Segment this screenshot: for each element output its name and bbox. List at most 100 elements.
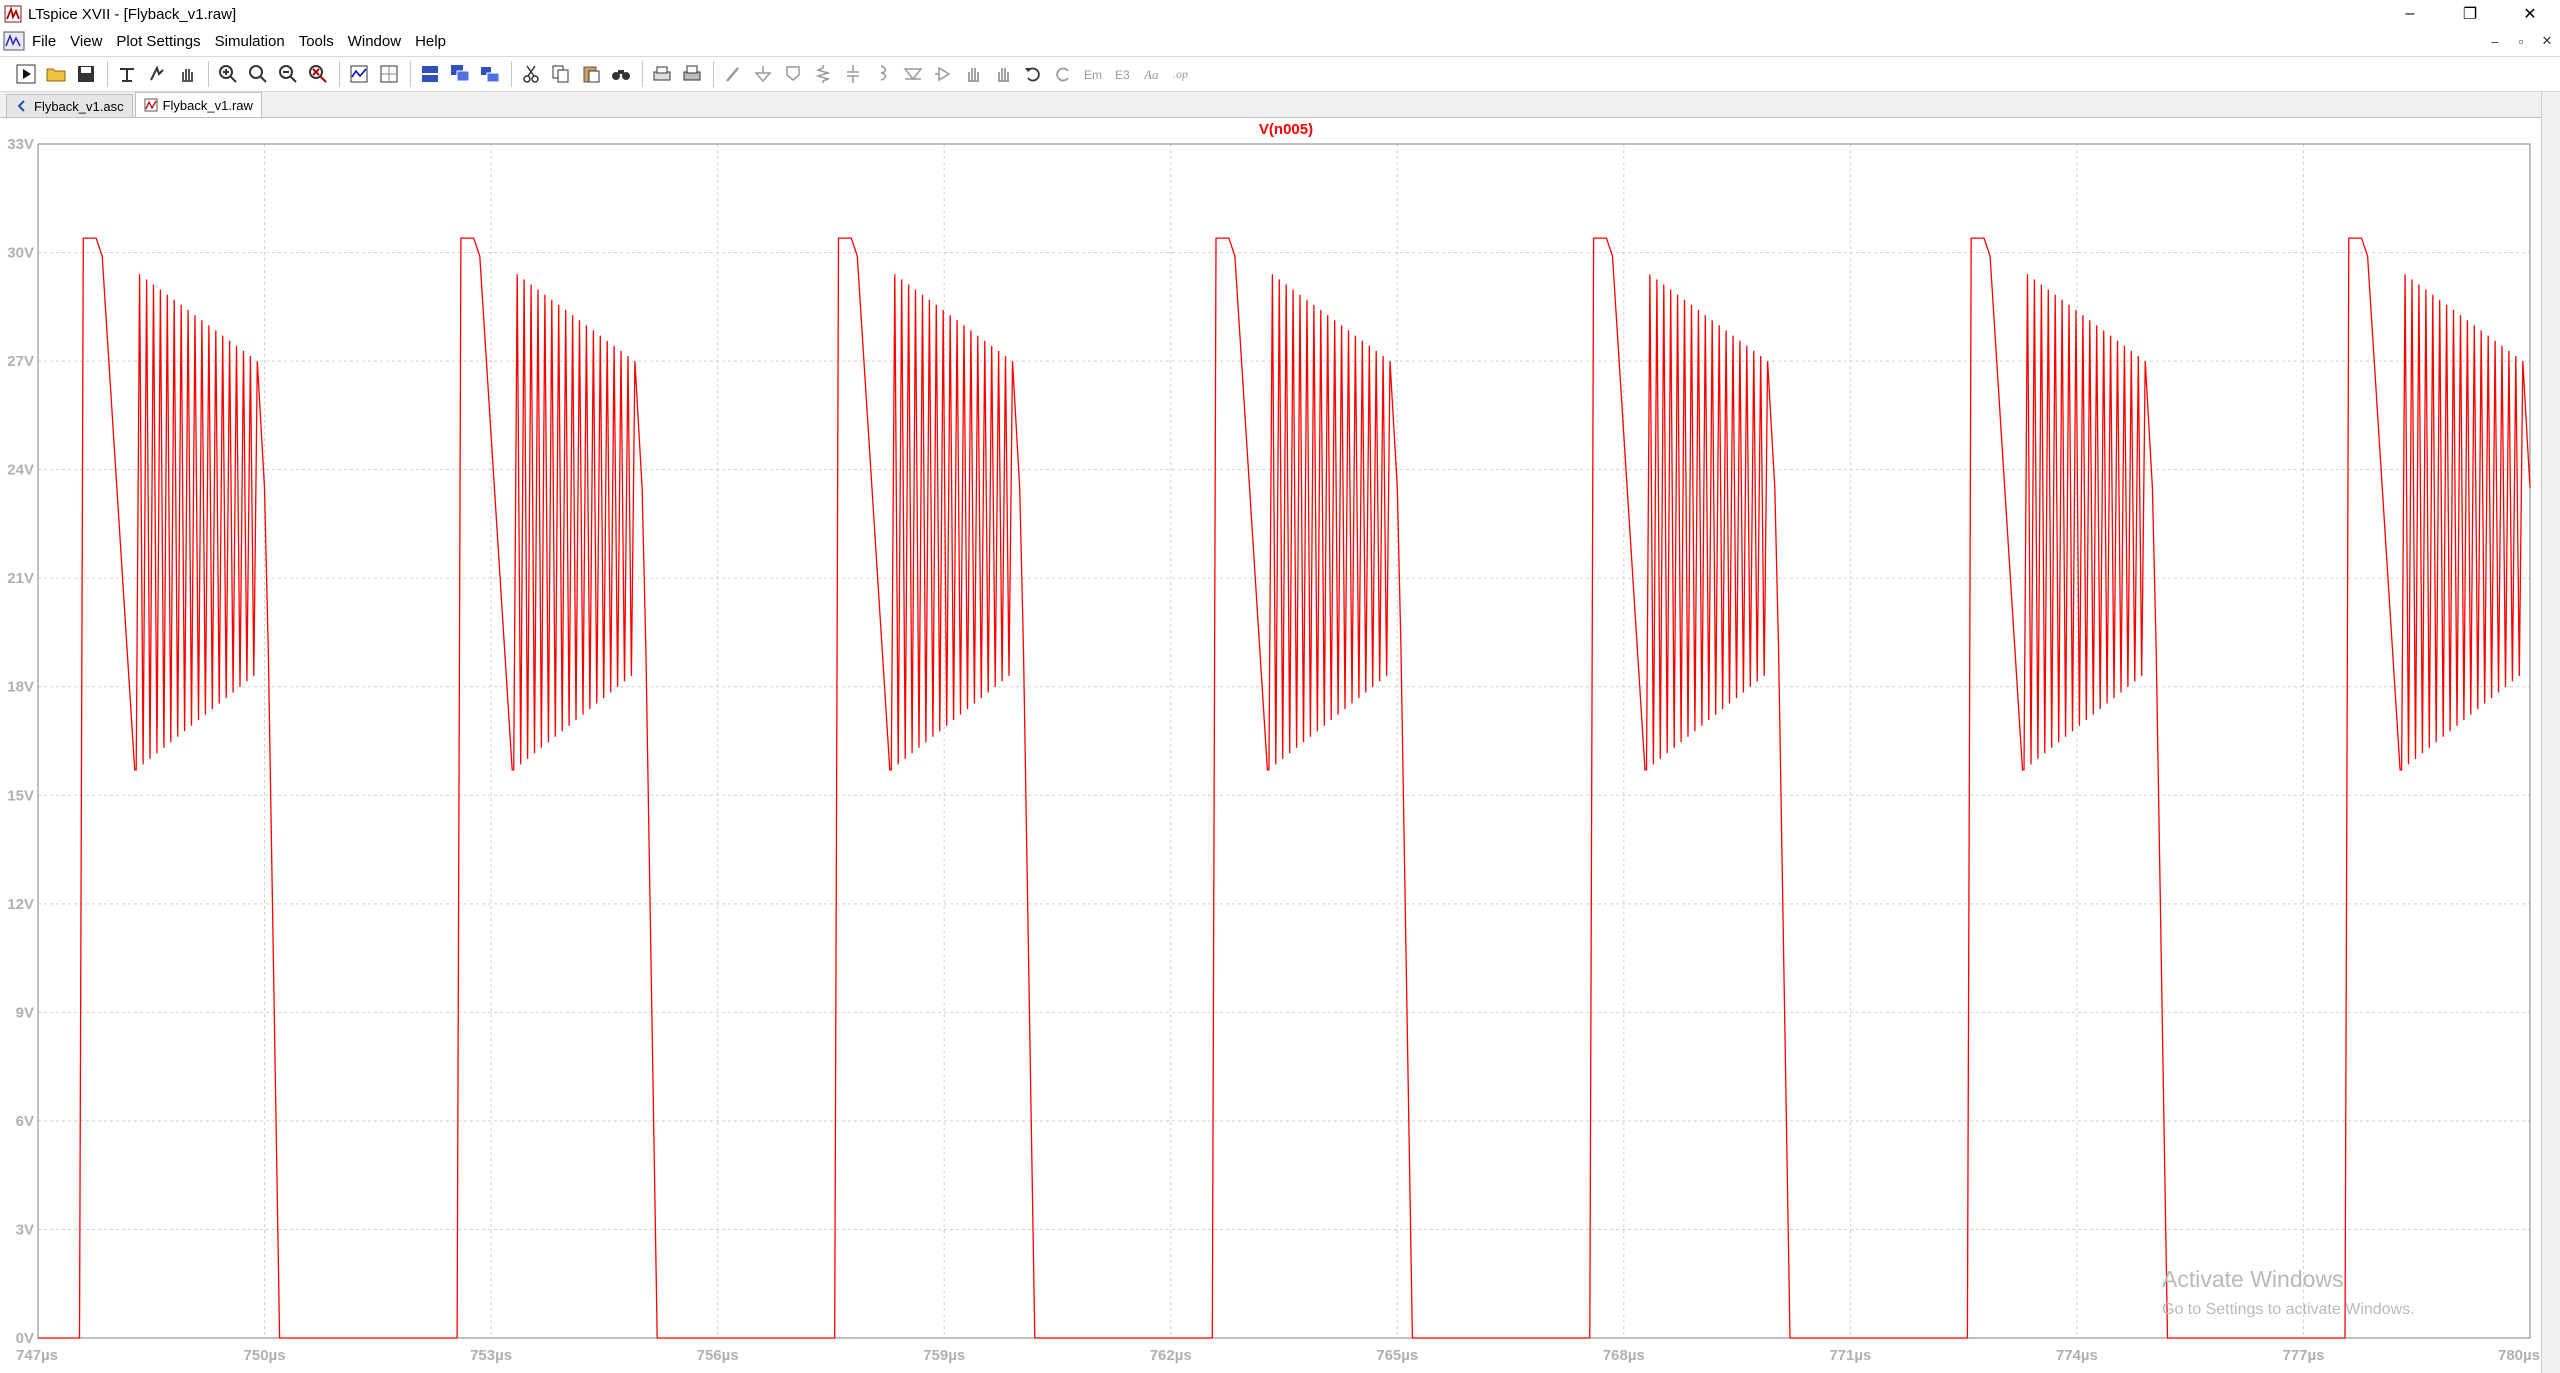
- component-icon[interactable]: [929, 60, 957, 88]
- toolbar-separator: [713, 61, 714, 87]
- toolbar-separator: [339, 61, 340, 87]
- menu-window[interactable]: Window: [347, 32, 402, 50]
- waveform-icon: [144, 98, 158, 112]
- mdi-restore-button[interactable]: ▫: [2518, 33, 2524, 49]
- plot-grid: [38, 144, 2530, 1338]
- menu-bar: File View Plot Settings Simulation Tools…: [0, 28, 2560, 54]
- x-tick-label: 768µs: [1603, 1347, 1645, 1364]
- cascade-icon[interactable]: [446, 60, 474, 88]
- drag-icon[interactable]: [989, 60, 1017, 88]
- mdi-close-button[interactable]: ✕: [2541, 33, 2553, 48]
- x-axis-ticks: 747µs 750µs 753µs 756µs 759µs 762µs 765µs 768µs…: [16, 1347, 2540, 1364]
- menu-plot-settings[interactable]: Plot Settings: [116, 32, 201, 50]
- y-tick-label: 9V: [16, 1004, 34, 1021]
- restore-button[interactable]: ❐: [2462, 6, 2478, 23]
- mirror-icon[interactable]: E3: [1109, 60, 1137, 88]
- mdi-minimize-button[interactable]: –: [2491, 33, 2499, 49]
- menu-simulation[interactable]: Simulation: [214, 32, 285, 50]
- tile-horizontal-icon[interactable]: [416, 60, 444, 88]
- waveform-plot-pane[interactable]: 0V 3V 6V 9V 12V 15V 18V 21V 24V 27V 30V 33V 747µs 75…: [0, 120, 2560, 1373]
- menu-file[interactable]: File: [32, 32, 57, 50]
- zoom-out-icon[interactable]: [274, 60, 302, 88]
- x-tick-label: 771µs: [1829, 1347, 1871, 1364]
- waveform-chart[interactable]: 0V 3V 6V 9V 12V 15V 18V 21V 24V 27V 30V 33V 747µs 75…: [0, 120, 2540, 1373]
- y-tick-label: 33V: [7, 136, 34, 153]
- resistor-icon[interactable]: [809, 60, 837, 88]
- run-icon[interactable]: [12, 60, 40, 88]
- document-tabs: Flyback_v1.asc Flyback_v1.raw: [0, 92, 2560, 118]
- y-tick-label: 24V: [7, 462, 34, 479]
- undo-icon[interactable]: [1019, 60, 1047, 88]
- print-setup-icon[interactable]: [648, 60, 676, 88]
- y-tick-label: 21V: [7, 570, 34, 587]
- y-tick-label: 15V: [7, 787, 34, 804]
- paste-icon[interactable]: [577, 60, 605, 88]
- mdi-controls: – ▫ ✕: [2482, 28, 2560, 54]
- vertical-scrollbar[interactable]: [2541, 92, 2560, 1373]
- toolbar: Em E3 Aa .op: [0, 56, 2560, 92]
- grid-icon[interactable]: [375, 60, 403, 88]
- activate-windows-title: Activate Windows: [2162, 1266, 2344, 1292]
- y-tick-label: 3V: [16, 1221, 34, 1238]
- ground-icon[interactable]: [749, 60, 777, 88]
- diode-icon[interactable]: [899, 60, 927, 88]
- waveform-document-icon[interactable]: [2, 30, 26, 52]
- autorange-icon[interactable]: [345, 60, 373, 88]
- x-tick-label: 747µs: [16, 1347, 58, 1364]
- x-tick-label: 759µs: [923, 1347, 965, 1364]
- copy-icon[interactable]: [547, 60, 575, 88]
- zoom-cancel-icon[interactable]: [304, 60, 332, 88]
- svg-text:Aa: Aa: [1143, 67, 1159, 82]
- svg-text:.op: .op: [1173, 67, 1188, 81]
- rotate-icon[interactable]: Em: [1079, 60, 1107, 88]
- pan-icon[interactable]: [173, 60, 201, 88]
- tab-label: Flyback_v1.raw: [162, 97, 253, 113]
- wire-icon[interactable]: [719, 60, 747, 88]
- close-button[interactable]: ✕: [2523, 6, 2537, 23]
- tile-vertical-icon[interactable]: [476, 60, 504, 88]
- toolbar-separator: [511, 61, 512, 87]
- spice-directive-icon[interactable]: .op: [1169, 60, 1197, 88]
- control-panel-icon[interactable]: [113, 60, 141, 88]
- activate-windows-subtitle: Go to Settings to activate Windows.: [2162, 1301, 2415, 1318]
- find-icon[interactable]: [607, 60, 635, 88]
- menu-view[interactable]: View: [70, 32, 103, 50]
- capacitor-icon[interactable]: [839, 60, 867, 88]
- tab-label: Flyback_v1.asc: [34, 98, 124, 114]
- x-tick-label: 780µs: [2498, 1347, 2540, 1364]
- minimize-button[interactable]: –: [2405, 5, 2415, 22]
- y-tick-label: 6V: [16, 1113, 34, 1130]
- y-tick-label: 0V: [16, 1330, 34, 1347]
- halt-icon[interactable]: [143, 60, 171, 88]
- open-icon[interactable]: [42, 60, 70, 88]
- move-icon[interactable]: [959, 60, 987, 88]
- tab-waveform[interactable]: Flyback_v1.raw: [134, 92, 262, 117]
- y-tick-label: 12V: [7, 896, 34, 913]
- plot-frame: [37, 143, 2531, 1339]
- trace-v-n005[interactable]: [38, 237, 2531, 1339]
- zoom-fit-icon[interactable]: [244, 60, 272, 88]
- label-icon[interactable]: [779, 60, 807, 88]
- save-icon[interactable]: [72, 60, 100, 88]
- menu-help[interactable]: Help: [415, 32, 446, 50]
- menu-tools[interactable]: Tools: [298, 32, 334, 50]
- x-tick-label: 762µs: [1150, 1347, 1192, 1364]
- text-icon[interactable]: Aa: [1139, 60, 1167, 88]
- toolbar-separator: [107, 61, 108, 87]
- tab-schematic[interactable]: Flyback_v1.asc: [6, 94, 133, 117]
- x-tick-label: 756µs: [697, 1347, 739, 1364]
- y-tick-label: 27V: [7, 353, 34, 370]
- cut-icon[interactable]: [517, 60, 545, 88]
- inductor-icon[interactable]: [869, 60, 897, 88]
- trace-label[interactable]: V(n005): [1259, 121, 1313, 138]
- x-tick-label: 777µs: [2282, 1347, 2324, 1364]
- redo-icon[interactable]: [1049, 60, 1077, 88]
- window-controls: – ❐ ✕: [2380, 0, 2560, 28]
- toolbar-separator: [208, 61, 209, 87]
- y-tick-label: 30V: [7, 245, 34, 262]
- print-icon[interactable]: [678, 60, 706, 88]
- y-tick-label: 18V: [7, 679, 34, 696]
- svg-text:Em: Em: [1084, 68, 1102, 82]
- zoom-in-icon[interactable]: [214, 60, 242, 88]
- x-tick-label: 765µs: [1376, 1347, 1418, 1364]
